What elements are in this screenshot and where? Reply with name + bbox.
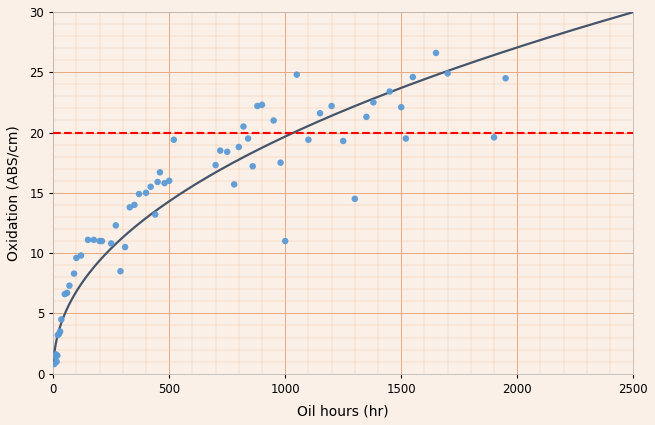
Point: [315, 110, 326, 116]
Point: [88, 236, 99, 243]
Point: [56, 316, 67, 323]
Point: [94, 238, 105, 244]
Point: [124, 204, 135, 211]
Point: [442, 70, 453, 77]
Point: [129, 201, 140, 208]
Point: [168, 136, 179, 143]
Point: [159, 180, 170, 187]
Point: [55, 328, 66, 335]
Point: [238, 123, 249, 130]
Point: [120, 244, 130, 250]
Point: [303, 136, 314, 143]
Point: [407, 74, 418, 80]
Point: [500, 75, 511, 82]
Point: [76, 252, 86, 259]
Point: [210, 162, 221, 168]
Point: [145, 184, 156, 190]
Point: [243, 135, 253, 142]
Y-axis label: Oxidation (ABS/cm): Oxidation (ABS/cm): [7, 125, 21, 261]
Point: [164, 177, 174, 184]
Point: [153, 178, 163, 185]
Point: [71, 255, 82, 261]
Point: [269, 117, 279, 124]
Point: [50, 354, 60, 360]
Point: [222, 148, 233, 155]
Point: [280, 238, 290, 244]
Point: [134, 191, 144, 198]
Point: [384, 88, 395, 95]
Point: [257, 102, 267, 108]
X-axis label: Oil hours (hr): Oil hours (hr): [297, 404, 389, 418]
Point: [155, 169, 165, 176]
Point: [97, 238, 107, 244]
Point: [50, 351, 61, 358]
Point: [489, 134, 499, 141]
Point: [62, 289, 72, 296]
Point: [83, 236, 93, 243]
Point: [49, 361, 60, 368]
Point: [291, 71, 302, 78]
Point: [215, 147, 225, 154]
Point: [361, 113, 371, 120]
Point: [150, 211, 160, 218]
Point: [141, 190, 151, 196]
Point: [326, 102, 337, 109]
Point: [115, 268, 126, 275]
Point: [229, 181, 239, 188]
Point: [248, 163, 258, 170]
Point: [431, 50, 441, 57]
Point: [52, 352, 63, 359]
Point: [69, 270, 79, 277]
Point: [234, 144, 244, 150]
Point: [52, 358, 62, 365]
Point: [252, 102, 263, 109]
Point: [368, 99, 379, 106]
Point: [275, 159, 286, 166]
Point: [106, 240, 117, 247]
Point: [396, 104, 407, 111]
Point: [350, 196, 360, 202]
Point: [64, 282, 75, 289]
Point: [401, 135, 411, 142]
Point: [52, 332, 63, 338]
Point: [60, 291, 70, 298]
Point: [338, 138, 348, 145]
Point: [111, 222, 121, 229]
Point: [54, 331, 64, 337]
